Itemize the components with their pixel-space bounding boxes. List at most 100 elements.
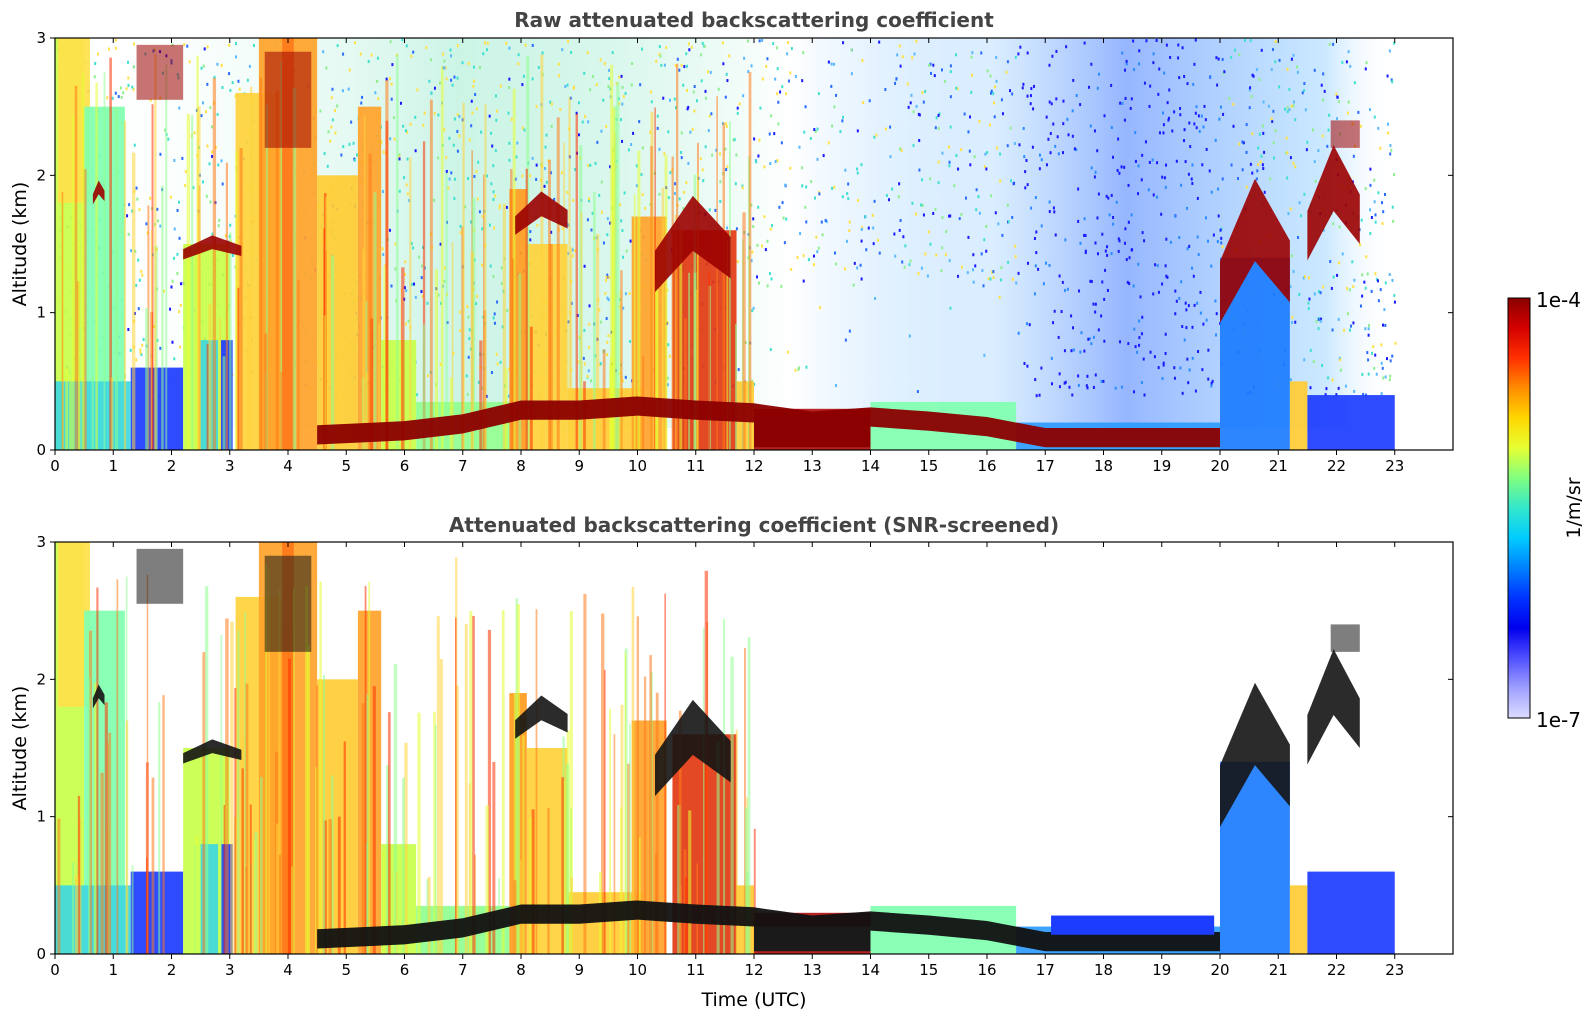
- speckle: [972, 268, 975, 272]
- streak: [297, 279, 300, 450]
- speckle: [766, 57, 769, 61]
- speckle: [770, 114, 773, 118]
- speckle: [1165, 237, 1168, 241]
- speckle: [420, 276, 423, 280]
- speckle: [1322, 285, 1325, 289]
- speckle: [1361, 372, 1364, 376]
- speckle: [1372, 345, 1375, 349]
- speckle: [385, 77, 388, 81]
- speckle: [1379, 288, 1382, 292]
- x-tick-label: 7: [458, 961, 468, 979]
- speckle: [192, 186, 195, 190]
- speckle: [1143, 81, 1146, 85]
- speckle: [1198, 129, 1201, 133]
- streak: [664, 155, 668, 450]
- streak: [331, 775, 334, 954]
- streak: [708, 272, 711, 450]
- speckle: [1332, 275, 1335, 279]
- speckle: [1169, 240, 1172, 244]
- speckle: [830, 62, 833, 66]
- speckle: [688, 48, 691, 52]
- speckle: [589, 88, 592, 92]
- streak: [565, 763, 570, 954]
- boundary-layer-band: [317, 396, 1220, 448]
- speckle: [1379, 146, 1382, 150]
- speckle: [1335, 117, 1338, 121]
- speckle: [1123, 241, 1126, 245]
- x-tick-label: 16: [977, 457, 996, 475]
- x-tick-label: 21: [1269, 961, 1288, 979]
- speckle: [470, 124, 473, 128]
- speckle: [545, 180, 548, 184]
- speckle: [680, 156, 683, 160]
- speckle: [578, 133, 581, 137]
- speckle: [1009, 89, 1012, 93]
- streak: [77, 795, 81, 954]
- speckle: [507, 111, 510, 115]
- speckle: [1140, 332, 1143, 336]
- speckle: [531, 43, 534, 47]
- speckle: [505, 205, 508, 209]
- speckle: [1132, 39, 1135, 43]
- speckle: [1033, 236, 1036, 240]
- speckle: [1057, 152, 1060, 156]
- speckle: [1255, 177, 1258, 181]
- speckle: [669, 171, 672, 175]
- speckle: [649, 130, 652, 134]
- speckle: [752, 306, 755, 310]
- speckle: [1058, 385, 1061, 389]
- x-tick-label: 1: [108, 961, 118, 979]
- speckle: [1119, 101, 1122, 105]
- speckle: [1331, 378, 1334, 382]
- speckle: [948, 214, 951, 218]
- streak: [612, 107, 616, 450]
- speckle: [402, 124, 405, 128]
- streak: [747, 637, 751, 954]
- speckle: [456, 113, 459, 117]
- speckle: [1322, 98, 1325, 102]
- speckle: [872, 242, 875, 246]
- streak: [693, 174, 697, 450]
- speckle: [406, 192, 409, 196]
- speckle: [1017, 331, 1020, 335]
- speckle: [1196, 235, 1199, 239]
- speckle: [1286, 110, 1289, 114]
- speckle: [673, 97, 676, 101]
- speckle: [1165, 163, 1168, 167]
- speckle: [1057, 335, 1060, 339]
- speckle: [986, 150, 989, 154]
- x-tick-label: 2: [167, 961, 177, 979]
- speckle: [1035, 394, 1038, 398]
- speckle: [810, 180, 813, 184]
- speckle: [352, 141, 355, 145]
- speckle: [450, 171, 453, 175]
- speckle: [108, 47, 111, 51]
- speckle: [972, 280, 975, 284]
- streak: [319, 581, 322, 954]
- speckle: [570, 50, 573, 54]
- speckle: [403, 176, 406, 180]
- cloud-feature: [1330, 624, 1360, 652]
- speckle: [414, 149, 417, 153]
- speckle: [1024, 170, 1027, 174]
- speckle: [662, 96, 665, 100]
- speckle: [494, 149, 497, 153]
- streak: [259, 77, 263, 450]
- speckle: [909, 101, 912, 105]
- x-tick-label: 10: [628, 457, 647, 475]
- x-tick-label: 7: [458, 457, 468, 475]
- speckle: [1157, 290, 1160, 294]
- streak: [316, 685, 319, 954]
- cloud-feature: [92, 684, 105, 709]
- speckle: [496, 300, 499, 304]
- x-tick-label: 15: [919, 961, 938, 979]
- speckle: [1072, 78, 1075, 82]
- speckle: [1252, 74, 1255, 78]
- speckle: [1126, 280, 1129, 284]
- speckle: [1394, 341, 1397, 345]
- speckle: [437, 113, 440, 117]
- speckle: [492, 316, 495, 320]
- speckle: [719, 200, 722, 204]
- speckle: [743, 56, 746, 60]
- speckle: [508, 141, 511, 145]
